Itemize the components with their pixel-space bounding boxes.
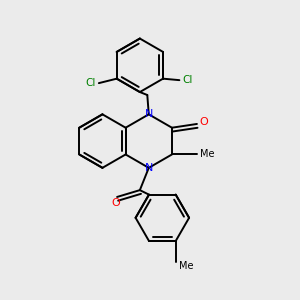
Text: Me: Me [179, 261, 194, 271]
Text: Me: Me [200, 149, 215, 160]
Text: Cl: Cl [182, 75, 193, 85]
Text: N: N [145, 109, 153, 119]
Text: Cl: Cl [85, 78, 96, 88]
Text: N: N [145, 163, 153, 173]
Text: O: O [111, 198, 120, 208]
Text: O: O [199, 118, 208, 128]
